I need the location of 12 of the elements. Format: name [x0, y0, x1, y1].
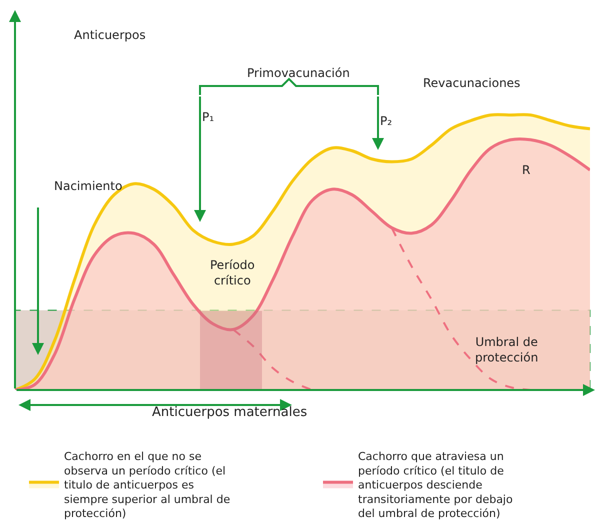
- annotation: P₂: [380, 114, 392, 128]
- legend-label: Cachorro en el que no se observa un período crítico (el titulo de anticuerpos es siempre superior al umbral de protección): [64, 450, 230, 520]
- text: Primovacunación: [247, 66, 350, 80]
- legend-label: Cachorro que atraviesa un período crítico (el titulo de anticuerpos desciende transitoriamente por debajo del umbral de protección): [358, 450, 513, 520]
- band-label: Umbral de protección: [475, 335, 538, 365]
- annotation: Nacimiento: [54, 179, 122, 193]
- text: Revacunaciones: [423, 76, 520, 90]
- x-axis-title: Anticuerpos maternales: [152, 405, 308, 420]
- annotation: Período crítico: [210, 258, 255, 288]
- text: Anticuerpos: [74, 28, 146, 42]
- annotation: P₁: [202, 110, 214, 124]
- annotation: R: [522, 163, 530, 177]
